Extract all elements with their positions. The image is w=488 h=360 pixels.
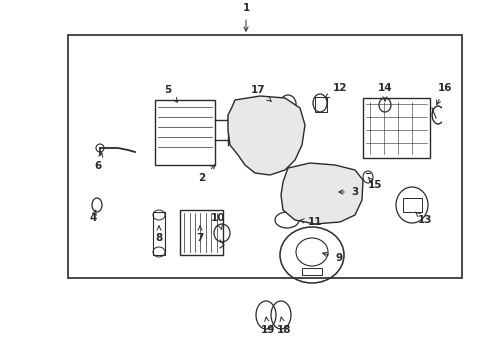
Text: 14: 14 [377, 83, 391, 101]
Text: 10: 10 [210, 213, 225, 230]
Text: 3: 3 [338, 187, 358, 197]
Bar [153, 212, 164, 255]
Bar [155, 100, 215, 165]
Bar [362, 98, 429, 158]
Text: 18: 18 [276, 317, 291, 335]
Bar [314, 97, 326, 112]
Text: 6: 6 [94, 153, 102, 171]
Text: 19: 19 [260, 317, 275, 335]
Bar [302, 268, 321, 275]
Text: 4: 4 [89, 210, 97, 223]
Text: 1: 1 [242, 3, 249, 31]
Text: 2: 2 [198, 165, 215, 183]
Text: 7: 7 [196, 226, 203, 243]
Bar [68, 35, 461, 278]
Text: 12: 12 [325, 83, 346, 98]
Text: 11: 11 [299, 217, 322, 227]
Text: 5: 5 [164, 85, 177, 102]
Text: 15: 15 [367, 177, 382, 190]
Text: 8: 8 [155, 226, 163, 243]
Text: 16: 16 [436, 83, 451, 104]
Bar [402, 198, 421, 212]
Bar [180, 210, 223, 255]
Text: 9: 9 [322, 252, 342, 263]
Polygon shape [227, 96, 305, 175]
Text: 17: 17 [250, 85, 271, 101]
Text: 13: 13 [415, 212, 431, 225]
Polygon shape [281, 163, 362, 224]
